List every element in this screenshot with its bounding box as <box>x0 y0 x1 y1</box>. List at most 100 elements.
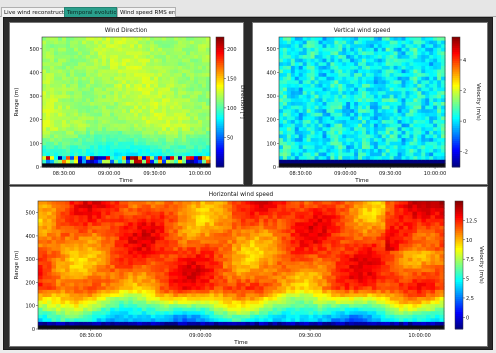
heatmap-cell <box>250 222 256 227</box>
heatmap-cell <box>141 304 147 309</box>
heatmap-cell <box>166 55 171 60</box>
heatmap-cell <box>227 243 233 248</box>
heatmap-cell <box>122 47 127 53</box>
heatmap-cell <box>177 208 183 213</box>
heatmap-cell <box>142 156 147 161</box>
heatmap-cell <box>177 314 183 319</box>
heatmap-cell <box>98 134 103 139</box>
heatmap-cell <box>46 127 51 132</box>
heatmap-cell <box>74 233 80 238</box>
heatmap-cell <box>158 73 163 78</box>
heatmap-cell <box>429 65 434 71</box>
heatmap-cell <box>182 215 188 220</box>
heatmap-cell <box>46 141 51 146</box>
colorbar-segment <box>452 67 460 70</box>
heatmap-cell <box>83 222 89 227</box>
heatmap-cell <box>413 80 418 85</box>
heatmap-cell <box>74 51 79 56</box>
heatmap-cell <box>66 138 71 143</box>
heatmap-cell <box>83 321 89 327</box>
heatmap-cell <box>381 123 387 128</box>
heatmap-cell <box>385 69 391 74</box>
heatmap-cell <box>166 163 171 168</box>
heatmap-cell <box>279 51 284 56</box>
heatmap-cell <box>51 314 57 319</box>
heatmap-cell <box>397 44 403 49</box>
heatmap-cell <box>102 98 107 103</box>
heatmap-cell <box>123 289 129 295</box>
heatmap-cell <box>47 279 53 284</box>
heatmap-cell <box>282 134 288 139</box>
heatmap-cell <box>154 91 159 96</box>
heatmap-cell <box>162 87 167 92</box>
heatmap-cell <box>146 80 151 85</box>
heatmap-cell <box>78 201 84 206</box>
heatmap-cell <box>365 141 371 146</box>
heatmap-cell <box>47 268 53 273</box>
heatmap-cell <box>110 37 115 42</box>
colorbar-tick-label: 100 <box>227 106 237 112</box>
heatmap-cell <box>314 69 320 74</box>
heatmap-cell <box>195 257 201 263</box>
heatmap-cell <box>173 215 179 220</box>
heatmap-cell <box>60 208 66 213</box>
heatmap-cell <box>174 156 179 161</box>
heatmap-cell <box>123 211 129 216</box>
heatmap-cell <box>310 98 316 103</box>
heatmap-cell <box>66 134 71 139</box>
heatmap-cell <box>168 211 174 216</box>
heatmap-cell <box>250 272 256 277</box>
heatmap-cell <box>146 215 152 220</box>
heatmap-cell <box>200 318 206 323</box>
heatmap-cell <box>200 321 206 327</box>
heatmap-cell <box>74 148 79 154</box>
heatmap-cell <box>58 123 63 128</box>
heatmap-cell <box>302 105 308 110</box>
heatmap-cell <box>200 307 206 312</box>
heatmap-cell <box>98 91 103 96</box>
heatmap-cell <box>425 116 430 121</box>
tab-temporal-evolution[interactable]: Temporal evolution <box>64 7 117 17</box>
heatmap-cell <box>78 127 83 132</box>
heatmap-cell <box>74 152 79 157</box>
heatmap-cell <box>222 261 229 266</box>
heatmap-cell <box>70 109 75 114</box>
heatmap-cell <box>50 163 55 168</box>
heatmap-cell <box>102 47 107 53</box>
heatmap-cell <box>173 229 179 234</box>
heatmap-cell <box>358 102 363 107</box>
heatmap-cell <box>381 152 387 157</box>
plot-frame <box>41 36 211 168</box>
heatmap-cell <box>178 37 183 42</box>
heatmap-cell <box>346 87 351 92</box>
heatmap-cell <box>362 44 367 49</box>
heatmap-cell <box>218 250 224 255</box>
heatmap-cell <box>96 297 102 302</box>
heatmap-cell <box>250 268 256 273</box>
heatmap-cell <box>350 145 355 150</box>
heatmap-cell <box>74 40 79 45</box>
heatmap-cell <box>150 37 155 42</box>
heatmap-cell <box>168 282 174 287</box>
heatmap-cell <box>250 250 256 255</box>
heatmap-cell <box>173 261 179 266</box>
heatmap-cell <box>66 40 71 45</box>
heatmap-cell <box>155 201 161 206</box>
heatmap-cell <box>286 37 292 42</box>
heatmap-cell <box>74 307 80 312</box>
tab-wind-speed-rms-error[interactable]: Wind speed RMS error <box>117 7 176 17</box>
heatmap-cell <box>294 123 300 128</box>
tab-live-wind-reconstruction[interactable]: Live wind reconstruction <box>1 7 65 17</box>
heatmap-cell <box>250 247 256 252</box>
heatmap-cell <box>346 159 351 164</box>
heatmap-cell <box>178 112 183 118</box>
heatmap-cell <box>69 268 75 273</box>
heatmap-cell <box>241 218 247 223</box>
heatmap-cell <box>110 286 116 291</box>
heatmap-cell <box>177 282 183 287</box>
heatmap-cell <box>177 257 183 263</box>
heatmap-cell <box>69 215 75 220</box>
heatmap-cell <box>114 247 120 252</box>
heatmap-cell <box>92 254 98 259</box>
heatmap-cell <box>126 112 131 118</box>
